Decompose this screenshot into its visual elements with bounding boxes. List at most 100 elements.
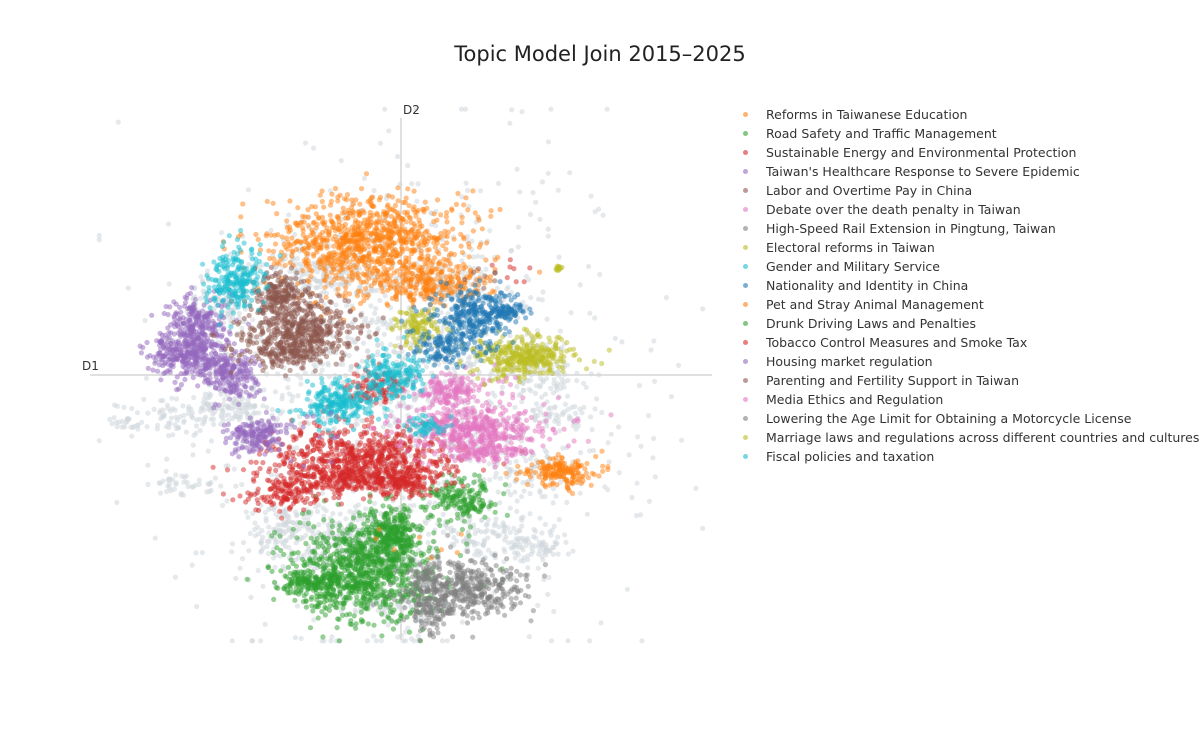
data-point bbox=[358, 609, 364, 615]
data-point bbox=[495, 533, 501, 539]
data-point bbox=[131, 423, 137, 430]
data-point bbox=[338, 158, 344, 164]
data-point bbox=[121, 404, 127, 410]
data-point bbox=[599, 448, 605, 454]
data-point bbox=[544, 316, 550, 322]
data-point bbox=[134, 410, 141, 416]
data-point bbox=[382, 293, 388, 299]
data-point bbox=[408, 453, 414, 459]
data-point bbox=[279, 234, 285, 240]
data-point bbox=[523, 458, 529, 464]
data-point bbox=[224, 310, 230, 316]
data-point bbox=[306, 509, 312, 515]
data-point bbox=[340, 539, 347, 545]
data-point bbox=[577, 490, 583, 496]
data-point bbox=[358, 246, 364, 252]
data-point bbox=[554, 540, 560, 547]
data-point bbox=[556, 413, 562, 419]
data-point bbox=[349, 204, 355, 211]
data-point bbox=[286, 212, 292, 218]
data-point bbox=[129, 405, 135, 412]
data-point bbox=[413, 106, 419, 112]
data-point bbox=[559, 376, 565, 382]
data-point bbox=[387, 278, 393, 284]
data-point bbox=[265, 551, 272, 557]
data-point bbox=[321, 238, 327, 244]
data-point bbox=[294, 603, 300, 609]
data-point bbox=[413, 287, 419, 293]
data-point bbox=[317, 264, 323, 271]
data-point bbox=[298, 534, 304, 541]
data-point bbox=[327, 350, 333, 356]
data-point bbox=[495, 254, 501, 260]
data-point bbox=[342, 221, 348, 227]
data-point bbox=[260, 534, 266, 540]
data-point bbox=[389, 242, 395, 248]
data-point bbox=[145, 462, 151, 468]
data-point bbox=[353, 272, 359, 278]
data-point bbox=[398, 237, 404, 243]
data-point bbox=[388, 342, 394, 348]
data-point bbox=[533, 528, 539, 534]
data-point bbox=[167, 476, 173, 482]
data-point bbox=[414, 198, 420, 204]
data-point bbox=[225, 404, 231, 410]
data-point bbox=[353, 625, 359, 631]
data-point bbox=[248, 594, 254, 601]
data-point bbox=[651, 378, 658, 384]
data-point bbox=[313, 239, 319, 245]
data-point bbox=[379, 565, 385, 571]
data-point bbox=[430, 538, 436, 545]
data-point bbox=[198, 274, 204, 280]
data-point bbox=[344, 530, 350, 536]
data-point bbox=[527, 511, 533, 517]
data-point bbox=[279, 409, 285, 415]
data-point bbox=[360, 279, 366, 285]
data-point bbox=[189, 415, 195, 421]
data-point bbox=[381, 255, 387, 261]
data-point bbox=[310, 231, 316, 237]
data-point bbox=[334, 600, 340, 606]
data-point bbox=[596, 473, 602, 479]
data-point bbox=[266, 564, 272, 570]
data-point bbox=[229, 549, 235, 555]
data-point bbox=[373, 638, 379, 644]
data-point bbox=[229, 638, 235, 644]
data-point bbox=[425, 540, 431, 546]
data-point bbox=[245, 514, 251, 520]
data-point bbox=[361, 175, 367, 181]
data-point bbox=[322, 612, 328, 618]
data-point bbox=[357, 201, 363, 207]
data-point bbox=[366, 329, 372, 335]
data-point bbox=[418, 251, 424, 257]
data-point bbox=[370, 203, 376, 210]
data-point bbox=[219, 405, 225, 411]
data-point bbox=[438, 270, 444, 276]
data-point bbox=[604, 106, 610, 112]
data-point bbox=[436, 261, 442, 267]
data-point bbox=[548, 106, 554, 112]
data-point bbox=[360, 236, 366, 242]
data-point bbox=[574, 378, 580, 384]
data-point bbox=[501, 525, 507, 531]
data-point bbox=[263, 515, 269, 521]
data-point bbox=[378, 260, 384, 267]
data-point bbox=[548, 465, 554, 471]
data-point bbox=[487, 274, 494, 280]
data-point bbox=[256, 531, 262, 537]
data-point bbox=[114, 403, 120, 409]
data-point bbox=[360, 340, 367, 346]
data-point bbox=[423, 364, 430, 370]
data-point bbox=[542, 475, 549, 481]
data-point bbox=[303, 604, 309, 610]
data-point bbox=[342, 567, 348, 574]
data-point bbox=[96, 438, 102, 444]
data-point bbox=[405, 278, 411, 285]
data-point bbox=[515, 538, 521, 545]
data-point bbox=[333, 302, 339, 308]
data-point bbox=[314, 604, 320, 610]
data-point bbox=[388, 571, 394, 577]
data-point bbox=[382, 319, 388, 325]
data-point bbox=[183, 429, 189, 435]
